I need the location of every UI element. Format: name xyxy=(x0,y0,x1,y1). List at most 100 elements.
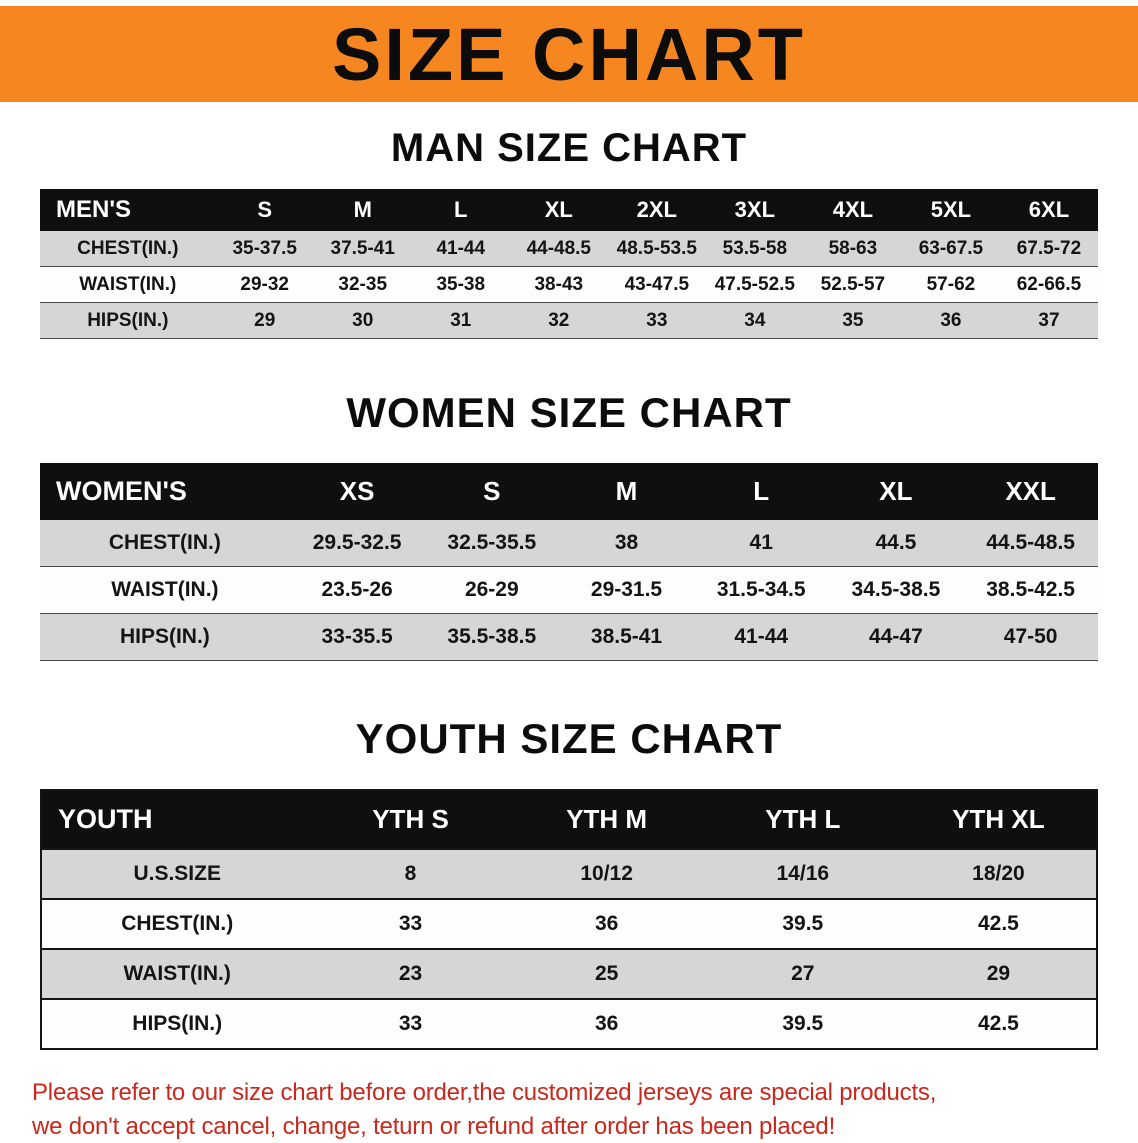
size-value-cell: 31 xyxy=(411,302,510,339)
size-value-cell: 33-35.5 xyxy=(289,613,425,661)
size-value-cell: 18/20 xyxy=(900,848,1097,899)
size-value-cell: 57-62 xyxy=(901,266,1000,303)
size-table-row: HIPS(IN.) 33 36 39.5 42.5 xyxy=(41,998,1097,1049)
size-column-header: L xyxy=(411,189,510,231)
size-table-row: HIPS(IN.) 29 30 31 32 33 34 35 36 37 xyxy=(40,302,1098,339)
women-size-table: WOMEN'S XS S M L XL XXL CHEST(IN.) 29.5-32.5 32.5… xyxy=(40,463,1098,661)
size-value-cell: 8 xyxy=(312,848,509,899)
size-value-cell: 38.5-41 xyxy=(559,613,694,661)
size-value-cell: 34.5-38.5 xyxy=(828,566,964,614)
size-table: WOMEN'S XS S M L XL XXL CHEST(IN.) 29.5-32.5 32.5… xyxy=(40,463,1098,661)
size-table: YOUTH YTH S YTH M YTH L YTH XL U.S.SIZE 8 10/12… xyxy=(40,789,1098,1050)
row-label-cell: HIPS(IN.) xyxy=(40,613,290,661)
size-column-header: M xyxy=(313,189,412,231)
size-column-header: YTH L xyxy=(704,790,901,849)
row-label-cell: WAIST(IN.) xyxy=(41,948,313,999)
size-value-cell: 23.5-26 xyxy=(289,566,425,614)
row-label-cell: U.S.SIZE xyxy=(41,848,313,899)
size-value-cell: 35-37.5 xyxy=(215,231,314,267)
size-value-cell: 42.5 xyxy=(900,898,1097,949)
size-column-header: 6XL xyxy=(999,189,1098,231)
size-value-cell: 39.5 xyxy=(704,998,901,1049)
size-column-header: S xyxy=(424,463,560,520)
size-column-header: 4XL xyxy=(803,189,902,231)
size-value-cell: 36 xyxy=(901,302,1000,339)
size-value-cell: 35-38 xyxy=(411,266,510,303)
size-column-header: XL xyxy=(509,189,608,231)
size-table-row: WAIST(IN.) 23.5-26 26-29 29-31.5 31.5-34.5 34… xyxy=(40,566,1098,614)
size-value-cell: 62-66.5 xyxy=(999,266,1098,303)
size-column-header: YTH S xyxy=(312,790,509,849)
size-value-cell: 63-67.5 xyxy=(901,231,1000,267)
size-value-cell: 48.5-53.5 xyxy=(607,231,706,267)
size-column-header: XXL xyxy=(963,463,1098,520)
size-table-header-row: MEN'S S M L XL 2XL 3XL 4XL 5XL 6XL xyxy=(40,189,1098,231)
group-header-cell: MEN'S xyxy=(40,189,216,231)
men-size-table: MEN'S S M L XL 2XL 3XL 4XL 5XL 6XL CHEST(IN.) 35-37… xyxy=(40,189,1098,339)
size-value-cell: 33 xyxy=(312,998,509,1049)
size-column-header: M xyxy=(559,463,694,520)
size-value-cell: 30 xyxy=(313,302,412,339)
size-value-cell: 25 xyxy=(508,948,705,999)
size-value-cell: 29.5-32.5 xyxy=(289,520,425,567)
size-value-cell: 35.5-38.5 xyxy=(424,613,560,661)
size-value-cell: 44.5 xyxy=(828,520,964,567)
size-value-cell: 36 xyxy=(508,898,705,949)
size-value-cell: 35 xyxy=(803,302,902,339)
youth-size-table: YOUTH YTH S YTH M YTH L YTH XL U.S.SIZE 8 10/12… xyxy=(40,789,1098,1050)
disclaimer-line-2: we don't accept cancel, change, teturn o… xyxy=(32,1112,836,1140)
size-table-row: CHEST(IN.) 33 36 39.5 42.5 xyxy=(41,898,1097,949)
size-value-cell: 32-35 xyxy=(313,266,412,303)
size-table-row: CHEST(IN.) 35-37.5 37.5-41 41-44 44-48.5 48.5… xyxy=(40,231,1098,267)
size-value-cell: 32 xyxy=(509,302,608,339)
size-value-cell: 47-50 xyxy=(963,613,1098,661)
size-column-header: L xyxy=(693,463,829,520)
size-value-cell: 32.5-35.5 xyxy=(424,520,560,567)
size-value-cell: 43-47.5 xyxy=(607,266,706,303)
row-label-cell: WAIST(IN.) xyxy=(40,566,290,614)
size-column-header: 2XL xyxy=(607,189,706,231)
size-table-row: WAIST(IN.) 23 25 27 29 xyxy=(41,948,1097,999)
size-value-cell: 33 xyxy=(312,898,509,949)
size-table-row: CHEST(IN.) 29.5-32.5 32.5-35.5 38 41 44.5 44.5… xyxy=(40,520,1098,567)
row-label-cell: HIPS(IN.) xyxy=(41,998,313,1049)
size-table-row: U.S.SIZE 8 10/12 14/16 18/20 xyxy=(41,848,1097,899)
size-value-cell: 29-31.5 xyxy=(559,566,694,614)
size-value-cell: 26-29 xyxy=(424,566,560,614)
size-value-cell: 52.5-57 xyxy=(803,266,902,303)
size-table-header-row: WOMEN'S XS S M L XL XXL xyxy=(40,463,1098,520)
size-value-cell: 14/16 xyxy=(704,848,901,899)
size-column-header: 5XL xyxy=(901,189,1000,231)
size-value-cell: 23 xyxy=(312,948,509,999)
women-section-heading: WOMEN SIZE CHART xyxy=(346,389,792,436)
size-value-cell: 41-44 xyxy=(411,231,510,267)
men-section-heading: MAN SIZE CHART xyxy=(390,126,748,170)
size-value-cell: 38-43 xyxy=(509,266,608,303)
size-value-cell: 47.5-52.5 xyxy=(705,266,804,303)
youth-size-section: YOUTH SIZE CHART YOUTH YTH S YTH M YTH L YTH… xyxy=(0,715,1138,1050)
size-column-header: S xyxy=(215,189,314,231)
size-value-cell: 37 xyxy=(999,302,1098,339)
size-value-cell: 38.5-42.5 xyxy=(963,566,1098,614)
size-column-header: XL xyxy=(828,463,964,520)
size-value-cell: 41-44 xyxy=(693,613,829,661)
size-value-cell: 58-63 xyxy=(803,231,902,267)
size-value-cell: 42.5 xyxy=(900,998,1097,1049)
row-label-cell: CHEST(IN.) xyxy=(40,231,216,267)
men-size-section: MAN SIZE CHART MEN'S S M L XL 2XL 3XL 4XL 5XL 6XL… xyxy=(0,126,1138,339)
size-column-header: YTH XL xyxy=(900,790,1097,849)
disclaimer-line-1: Please refer to our size chart before or… xyxy=(32,1079,937,1106)
page-title: SIZE CHART xyxy=(332,12,806,96)
row-label-cell: CHEST(IN.) xyxy=(41,898,313,949)
size-value-cell: 31.5-34.5 xyxy=(693,566,829,614)
size-value-cell: 44-47 xyxy=(828,613,964,661)
size-chart-banner: SIZE CHART xyxy=(0,6,1138,102)
row-label-cell: CHEST(IN.) xyxy=(40,520,290,567)
size-column-header: YTH M xyxy=(508,790,705,849)
size-column-header: 3XL xyxy=(705,189,804,231)
size-value-cell: 10/12 xyxy=(508,848,705,899)
size-value-cell: 29 xyxy=(900,948,1097,999)
size-table-row: WAIST(IN.) 29-32 32-35 35-38 38-43 43-47.5 47.… xyxy=(40,266,1098,303)
size-value-cell: 29 xyxy=(215,302,314,339)
size-value-cell: 33 xyxy=(607,302,706,339)
